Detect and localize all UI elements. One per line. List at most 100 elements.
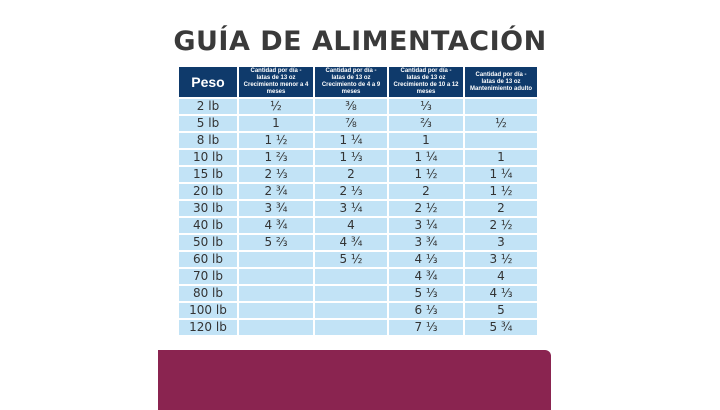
cell-c4: 5 xyxy=(465,303,537,318)
header-col2: Cantidad por día - latas de 13 oz Crecim… xyxy=(315,67,387,97)
cell-c4: 3 ½ xyxy=(465,252,537,267)
cell-peso: 50 lb xyxy=(179,235,237,250)
page-title: GUÍA DE ALIMENTACIÓN xyxy=(173,26,547,57)
cell-c1: 3 ¾ xyxy=(239,201,313,216)
header-col1-line: Crecimiento menor a 4 meses xyxy=(243,82,309,95)
cell-c1 xyxy=(239,320,313,335)
cell-c3: 1 xyxy=(389,133,463,148)
cell-c4: 1 ¼ xyxy=(465,167,537,182)
cell-c3: 7 ⅓ xyxy=(389,320,463,335)
table-row: 2 lb ½ ⅜ ⅓ xyxy=(179,99,537,114)
cell-peso: 20 lb xyxy=(179,184,237,199)
cell-c2: 3 ¼ xyxy=(315,201,387,216)
cell-peso: 120 lb xyxy=(179,320,237,335)
table-row: 100 lb 6 ⅓ 5 xyxy=(179,303,537,318)
cell-c4: 3 xyxy=(465,235,537,250)
cell-peso: 60 lb xyxy=(179,252,237,267)
table-row: 50 lb 5 ⅔ 4 ¾ 3 ¾ 3 xyxy=(179,235,537,250)
header-col3-line: latas de 13 oz xyxy=(406,75,446,81)
cell-c3: 1 ½ xyxy=(389,167,463,182)
feeding-guide-table: Peso Cantidad por día - latas de 13 oz C… xyxy=(177,65,539,337)
cell-c2: ⅜ xyxy=(315,99,387,114)
cell-c2: 2 ⅓ xyxy=(315,184,387,199)
cell-c2 xyxy=(315,303,387,318)
cell-c4: 4 ⅓ xyxy=(465,286,537,301)
cell-c4: 5 ¾ xyxy=(465,320,537,335)
cell-peso: 30 lb xyxy=(179,201,237,216)
cell-c4: 2 ½ xyxy=(465,218,537,233)
cell-c3: 2 xyxy=(389,184,463,199)
cell-c1: 1 ⅔ xyxy=(239,150,313,165)
cell-peso: 100 lb xyxy=(179,303,237,318)
header-col1-line: latas de 13 oz xyxy=(256,75,296,81)
cell-c4 xyxy=(465,99,537,114)
cell-c3: 1 ¼ xyxy=(389,150,463,165)
cell-peso: 2 lb xyxy=(179,99,237,114)
header-col3: Cantidad por día - latas de 13 oz Crecim… xyxy=(389,67,463,97)
cell-peso: 8 lb xyxy=(179,133,237,148)
cell-peso: 80 lb xyxy=(179,286,237,301)
cell-c2: 2 xyxy=(315,167,387,182)
cell-c4 xyxy=(465,133,537,148)
footer-band xyxy=(158,350,551,410)
cell-peso: 10 lb xyxy=(179,150,237,165)
cell-peso: 70 lb xyxy=(179,269,237,284)
cell-c1: 5 ⅔ xyxy=(239,235,313,250)
table-row: 120 lb 7 ⅓ 5 ¾ xyxy=(179,320,537,335)
cell-c3: 5 ⅓ xyxy=(389,286,463,301)
header-col3-line: Cantidad por día - xyxy=(400,68,452,74)
cell-c1 xyxy=(239,252,313,267)
cell-c3: ⅔ xyxy=(389,116,463,131)
cell-c4: 2 xyxy=(465,201,537,216)
cell-c2 xyxy=(315,269,387,284)
cell-c2: 4 ¾ xyxy=(315,235,387,250)
cell-c3: 2 ½ xyxy=(389,201,463,216)
cell-c4: 1 ½ xyxy=(465,184,537,199)
cell-c3: 3 ¼ xyxy=(389,218,463,233)
table-row: 8 lb 1 ½ 1 ¼ 1 xyxy=(179,133,537,148)
header-col4: Cantidad por día - latas de 13 oz Manten… xyxy=(465,67,537,97)
header-col2-line: Crecimiento de 4 a 9 meses xyxy=(321,82,381,95)
cell-c2: 4 xyxy=(315,218,387,233)
cell-c1: 1 xyxy=(239,116,313,131)
table-row: 10 lb 1 ⅔ 1 ⅓ 1 ¼ 1 xyxy=(179,150,537,165)
cell-c3: 4 ¾ xyxy=(389,269,463,284)
cell-c3: 3 ¾ xyxy=(389,235,463,250)
header-col4-line: Cantidad por día - xyxy=(475,71,527,78)
table-row: 60 lb 5 ½ 4 ⅓ 3 ½ xyxy=(179,252,537,267)
table-row: 30 lb 3 ¾ 3 ¼ 2 ½ 2 xyxy=(179,201,537,216)
cell-c2: 1 ⅓ xyxy=(315,150,387,165)
table-row: 5 lb 1 ⅞ ⅔ ½ xyxy=(179,116,537,131)
table-header-row: Peso Cantidad por día - latas de 13 oz C… xyxy=(179,67,537,97)
cell-peso: 5 lb xyxy=(179,116,237,131)
cell-c1 xyxy=(239,269,313,284)
header-peso: Peso xyxy=(179,67,237,97)
header-col4-line: Mantenimiento adulto xyxy=(470,85,532,92)
header-col1: Cantidad por día - latas de 13 oz Crecim… xyxy=(239,67,313,97)
header-col2-line: latas de 13 oz xyxy=(331,75,371,81)
header-col4-line: latas de 13 oz xyxy=(481,78,521,85)
cell-c3: ⅓ xyxy=(389,99,463,114)
cell-c2 xyxy=(315,320,387,335)
cell-c1 xyxy=(239,286,313,301)
cell-c3: 4 ⅓ xyxy=(389,252,463,267)
cell-c1: 2 ⅓ xyxy=(239,167,313,182)
header-col2-line: Cantidad por día - xyxy=(325,68,377,74)
table-row: 80 lb 5 ⅓ 4 ⅓ xyxy=(179,286,537,301)
cell-c4: ½ xyxy=(465,116,537,131)
cell-c3: 6 ⅓ xyxy=(389,303,463,318)
cell-peso: 15 lb xyxy=(179,167,237,182)
cell-c4: 4 xyxy=(465,269,537,284)
cell-c2: ⅞ xyxy=(315,116,387,131)
cell-c1: 1 ½ xyxy=(239,133,313,148)
cell-c1: 2 ¾ xyxy=(239,184,313,199)
table-row: 15 lb 2 ⅓ 2 1 ½ 1 ¼ xyxy=(179,167,537,182)
cell-c2 xyxy=(315,286,387,301)
cell-peso: 40 lb xyxy=(179,218,237,233)
header-col1-line: Cantidad por día - xyxy=(250,68,302,74)
table-row: 40 lb 4 ¾ 4 3 ¼ 2 ½ xyxy=(179,218,537,233)
cell-c2: 1 ¼ xyxy=(315,133,387,148)
table-row: 70 lb 4 ¾ 4 xyxy=(179,269,537,284)
cell-c2: 5 ½ xyxy=(315,252,387,267)
cell-c1: ½ xyxy=(239,99,313,114)
